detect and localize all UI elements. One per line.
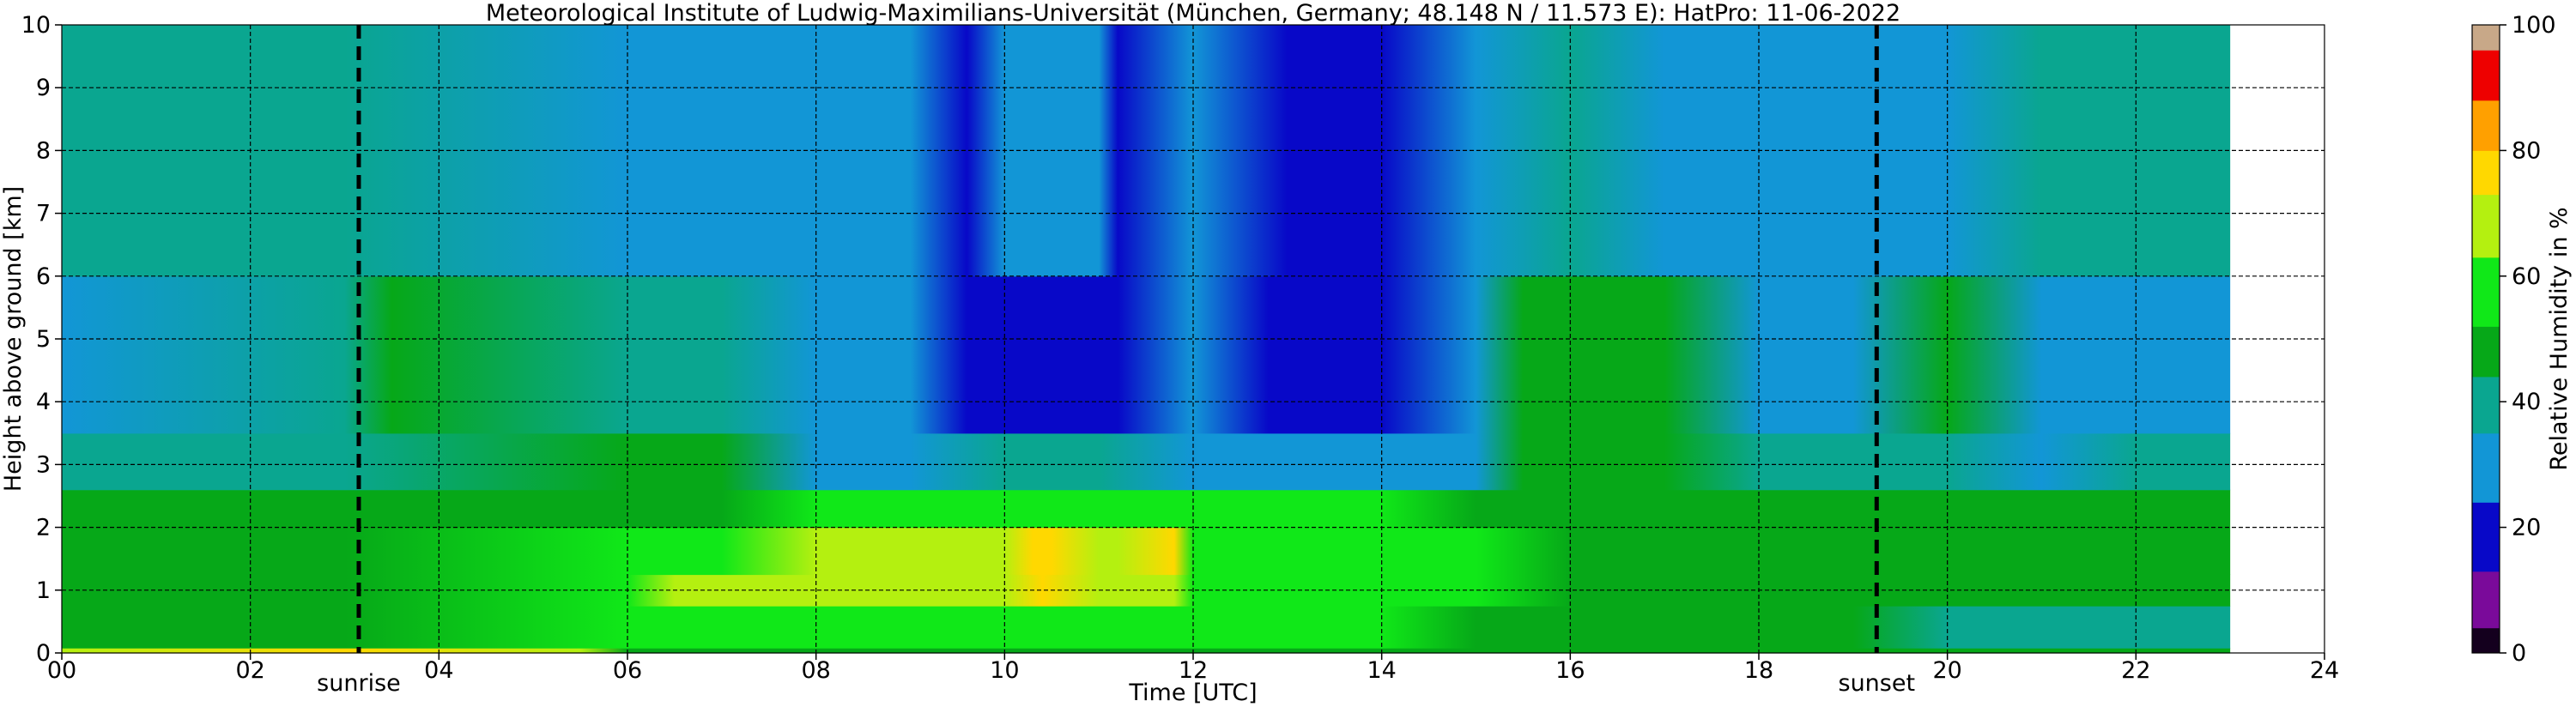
colorbar-tick-label: 100 — [2512, 12, 2556, 39]
colorbar-label: Relative Humidity in % — [2546, 207, 2573, 470]
y-tick-label: 5 — [36, 326, 51, 353]
humidity-layer — [62, 432, 2231, 491]
colorbar-band — [2472, 25, 2500, 51]
y-tick-label: 9 — [36, 75, 51, 101]
colorbar-frame — [2471, 24, 2500, 654]
colorbar-tick-label: 20 — [2512, 515, 2541, 541]
colorbar-band — [2472, 257, 2500, 327]
y-tick-label: 1 — [36, 577, 51, 604]
y-tick-label: 3 — [36, 451, 51, 478]
colorbar-band — [2472, 50, 2500, 101]
y-tick-label: 8 — [36, 137, 51, 164]
x-tick-label: 18 — [1744, 657, 1773, 684]
colorbar-band — [2472, 502, 2500, 572]
x-tick-label: 02 — [235, 657, 264, 684]
colorbar-band — [2472, 432, 2500, 503]
colorbar-tick-label: 0 — [2512, 640, 2526, 667]
x-axis-label: Time [UTC] — [1128, 680, 1257, 706]
colorbar: 0 20 40 60 80 100 — [2471, 12, 2556, 667]
y-tick-label: 4 — [36, 389, 51, 415]
event-label-sunrise: sunrise — [317, 670, 401, 697]
humidity-layer — [62, 606, 2231, 649]
y-axis: 0 1 2 3 4 5 6 7 8 9 10 — [21, 12, 62, 667]
y-tick-label: 6 — [36, 263, 51, 290]
x-tick-label: 10 — [990, 657, 1019, 684]
y-tick-label: 0 — [36, 640, 51, 667]
x-tick-label: 08 — [801, 657, 830, 684]
y-tick-label: 7 — [36, 201, 51, 227]
colorbar-tick-label: 80 — [2512, 137, 2541, 164]
x-tick-label: 24 — [2310, 657, 2339, 684]
plot-area — [61, 24, 2325, 654]
x-axis: 00 02 04 06 08 10 12 14 16 18 20 22 24 — [47, 653, 2339, 684]
colorbar-band — [2472, 376, 2500, 434]
event-label-sunset: sunset — [1839, 670, 1916, 697]
colorbar-tick-label: 60 — [2512, 263, 2541, 290]
x-tick-label: 22 — [2121, 657, 2150, 684]
colorbar-band — [2472, 194, 2500, 258]
colorbar-tick-label: 40 — [2512, 389, 2541, 415]
colorbar-band — [2472, 150, 2500, 196]
humidity-layer — [62, 527, 2231, 576]
event-lines — [356, 25, 1879, 653]
x-tick-label: 20 — [1932, 657, 1961, 684]
x-tick-label: 04 — [424, 657, 453, 684]
colorbar-band — [2472, 326, 2500, 378]
colorbar-band — [2472, 571, 2500, 629]
event-labels: sunrise sunset — [317, 670, 1915, 697]
humidity-layer — [62, 648, 2231, 654]
chart-title: Meteorological Institute of Ludwig-Maxim… — [486, 0, 1900, 27]
y-tick-label: 10 — [21, 12, 51, 39]
grid-lines — [62, 25, 2324, 653]
colorbar-band — [2472, 100, 2500, 151]
humidity-layers — [62, 25, 2231, 654]
x-tick-label: 16 — [1555, 657, 1585, 684]
x-tick-label: 14 — [1367, 657, 1396, 684]
y-tick-label: 2 — [36, 515, 51, 541]
humidity-layer — [62, 489, 2231, 529]
y-axis-label: Height above ground [km] — [0, 186, 27, 492]
x-tick-label: 12 — [1179, 657, 1208, 684]
colorbar-band — [2472, 627, 2500, 654]
humidity-layer — [62, 275, 2231, 434]
x-tick-label: 00 — [47, 657, 76, 684]
x-tick-label: 06 — [613, 657, 642, 684]
